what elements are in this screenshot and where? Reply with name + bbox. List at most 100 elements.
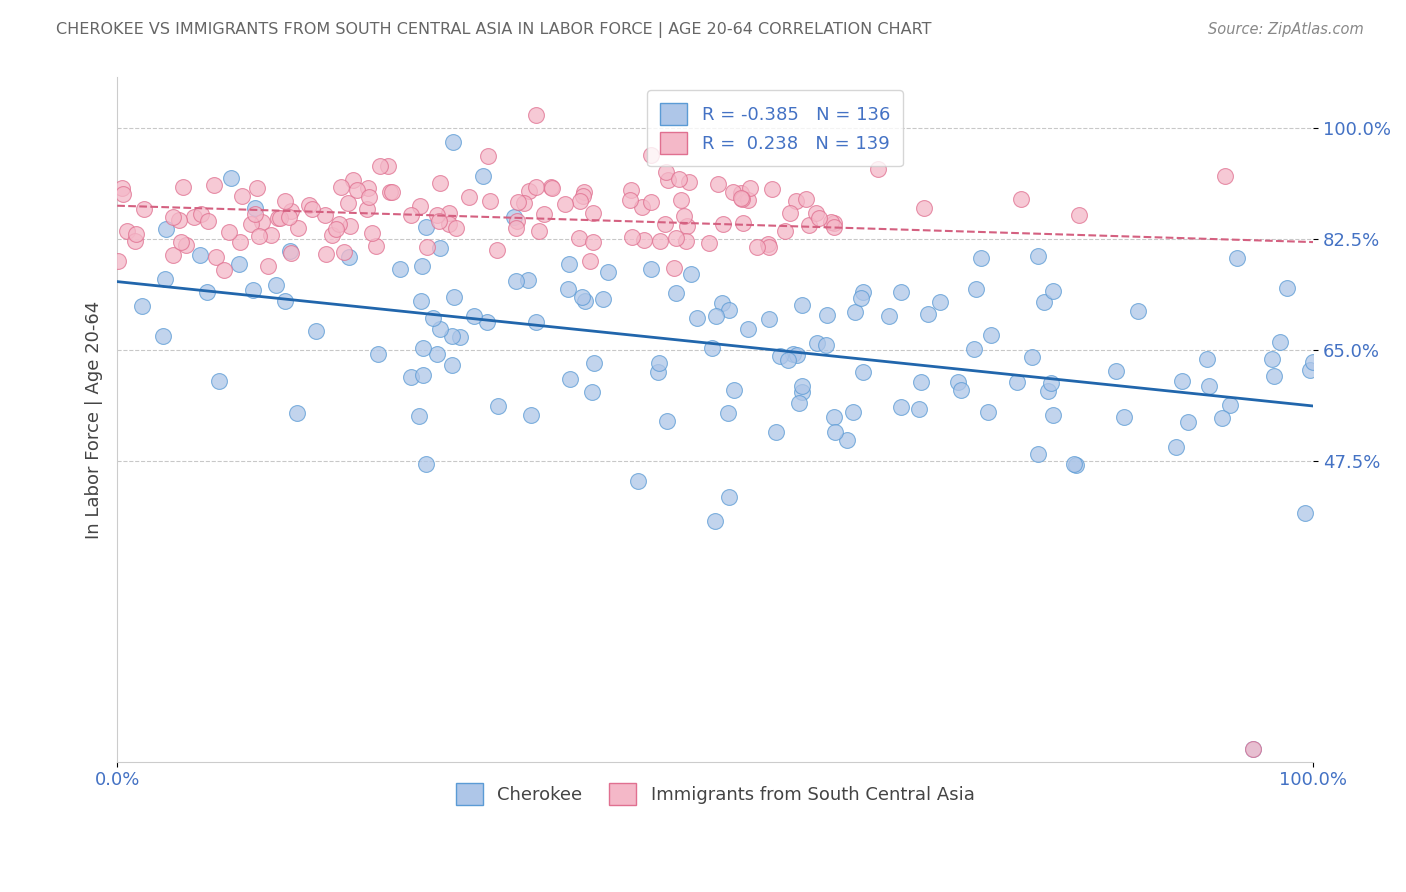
Point [950,383,973,397]
Point [669,193,692,207]
Point [558,372,581,386]
Point [277,211,299,225]
Point [273,293,295,308]
Point [786,348,808,362]
Point [378,185,401,199]
Point [655,165,678,179]
Point [890,285,912,299]
Point [730,191,752,205]
Point [273,194,295,208]
Point [723,383,745,397]
Point [441,135,464,149]
Point [370,159,392,173]
Point [195,285,218,299]
Point [524,316,547,330]
Point [132,202,155,217]
Point [172,179,194,194]
Point [717,303,740,318]
Point [823,220,845,235]
Point [844,305,866,319]
Point [357,181,380,195]
Point [162,248,184,262]
Point [574,185,596,199]
Point [408,409,430,424]
Point [631,200,654,214]
Point [427,214,450,228]
Point [409,294,432,309]
Point [581,385,603,400]
Point [366,238,388,252]
Point [761,182,783,196]
Point [852,285,875,299]
Point [325,222,347,236]
Point [655,414,678,428]
Point [247,228,270,243]
Text: CHEROKEE VS IMMIGRANTS FROM SOUTH CENTRAL ASIA IN LABOR FORCE | AGE 20-64 CORREL: CHEROKEE VS IMMIGRANTS FROM SOUTH CENTRA… [56,22,932,38]
Point [285,406,308,420]
Point [1164,440,1187,454]
Point [574,294,596,309]
Point [298,198,321,212]
Point [533,207,555,221]
Point [794,192,817,206]
Point [679,267,702,281]
Point [1195,352,1218,367]
Point [541,181,564,195]
Point [1039,376,1062,390]
Point [381,185,404,199]
Point [188,248,211,262]
Point [912,201,935,215]
Point [928,295,950,310]
Point [152,329,174,343]
Point [640,261,662,276]
Point [1275,281,1298,295]
Point [426,347,449,361]
Point [1005,376,1028,390]
Point [124,234,146,248]
Point [571,290,593,304]
Point [758,312,780,326]
Point [579,254,602,268]
Point [197,214,219,228]
Point [337,196,360,211]
Point [415,457,437,471]
Point [411,259,433,273]
Point [718,490,741,504]
Point [717,406,740,420]
Point [657,173,679,187]
Point [516,273,538,287]
Point [807,211,830,226]
Point [686,311,709,326]
Point [835,433,858,447]
Point [477,149,499,163]
Point [1263,368,1285,383]
Point [1299,363,1322,377]
Point [868,162,890,177]
Point [965,282,987,296]
Point [640,195,662,210]
Point [1198,378,1220,392]
Point [167,213,190,227]
Point [339,219,361,233]
Point [619,193,641,207]
Point [1128,304,1150,318]
Point [315,246,337,260]
Text: Source: ZipAtlas.com: Source: ZipAtlas.com [1208,22,1364,37]
Point [111,187,134,202]
Point [977,405,1000,419]
Point [737,322,759,336]
Point [314,208,336,222]
Point [422,311,444,326]
Point [946,376,969,390]
Point [388,261,411,276]
Point [640,148,662,162]
Point [790,379,813,393]
Point [970,251,993,265]
Point [231,189,253,203]
Point [620,182,643,196]
Point [747,240,769,254]
Point [486,399,509,413]
Point [228,257,250,271]
Point [503,210,526,224]
Point [673,210,696,224]
